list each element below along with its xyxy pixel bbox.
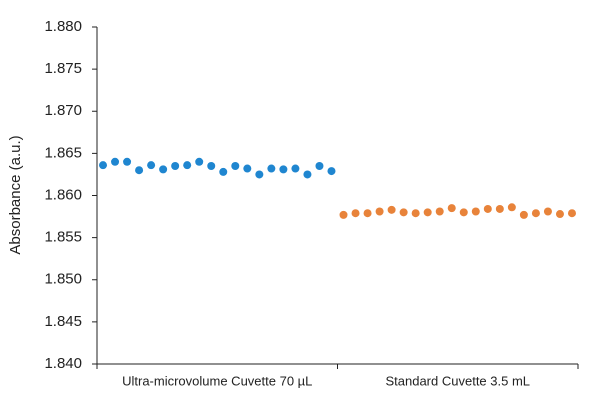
data-point xyxy=(171,162,180,171)
data-point xyxy=(159,165,168,174)
data-point xyxy=(207,162,216,171)
data-point xyxy=(411,209,420,218)
data-point xyxy=(219,167,228,176)
y-tick-label: 1.840 xyxy=(44,355,82,372)
data-point xyxy=(519,210,528,219)
y-tick-label: 1.865 xyxy=(44,144,82,161)
data-point xyxy=(315,162,324,171)
data-point xyxy=(303,170,312,179)
data-point xyxy=(531,209,540,218)
y-axis-label: Absorbance (a.u.) xyxy=(7,135,24,254)
y-tick-label: 1.870 xyxy=(44,102,82,119)
data-point xyxy=(123,157,132,166)
data-point xyxy=(135,166,144,175)
y-tick-label: 1.850 xyxy=(44,271,82,288)
data-point xyxy=(327,167,336,176)
data-point xyxy=(351,209,360,218)
y-tick-label: 1.875 xyxy=(44,60,82,77)
data-point xyxy=(375,207,384,216)
data-point xyxy=(507,203,516,212)
data-point xyxy=(399,208,408,217)
data-point xyxy=(255,170,264,179)
data-point xyxy=(111,157,120,166)
data-point xyxy=(99,161,108,170)
data-point xyxy=(387,205,396,214)
data-point xyxy=(495,204,504,213)
data-point xyxy=(231,162,240,171)
data-point xyxy=(471,207,480,216)
y-tick-label: 1.880 xyxy=(44,18,82,35)
data-point xyxy=(147,161,156,170)
data-point xyxy=(423,208,432,217)
data-point xyxy=(339,210,348,219)
data-point xyxy=(363,209,372,218)
x-tick-label: Ultra-microvolume Cuvette 70 µL xyxy=(122,373,312,388)
data-point xyxy=(435,207,444,216)
x-tick-label: Standard Cuvette 3.5 mL xyxy=(385,373,530,388)
data-point xyxy=(267,164,276,173)
data-point xyxy=(243,164,252,173)
y-tick-label: 1.845 xyxy=(44,313,82,330)
data-point xyxy=(459,208,468,217)
data-point xyxy=(183,161,192,170)
data-point xyxy=(483,204,492,213)
data-point xyxy=(279,165,288,174)
data-point xyxy=(291,164,300,173)
data-point xyxy=(543,207,552,216)
y-tick-label: 1.860 xyxy=(44,186,82,203)
y-tick-label: 1.855 xyxy=(44,229,82,246)
data-point xyxy=(447,204,456,213)
data-point xyxy=(195,157,204,166)
data-point xyxy=(555,210,564,219)
data-point xyxy=(567,209,576,218)
